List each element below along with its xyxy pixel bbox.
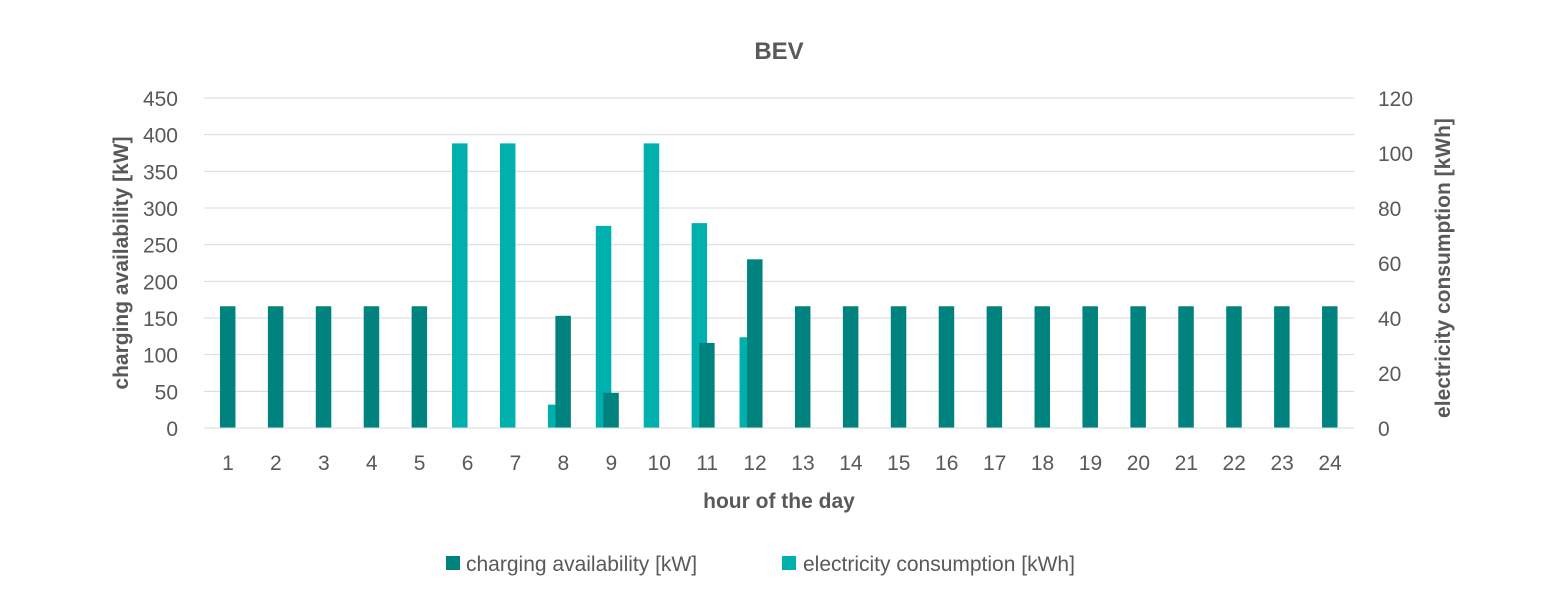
right-axis-ticks: 0 20 40 60 80 100 120 [1378,88,1413,441]
right-tick-label: 60 [1378,253,1401,276]
bar-charging-availability [555,315,571,428]
left-tick-label: 300 [143,198,178,221]
left-tick-label: 350 [143,161,178,184]
legend-label-charging-availability: charging availability [kW] [466,553,697,576]
bar-electricity-consumption [595,225,612,428]
x-tick-label: 15 [887,452,910,475]
legend-label-electricity-consumption: electricity consumption [kWh] [803,553,1075,576]
bar-charging-availability [1226,306,1242,428]
x-tick-label: 14 [839,452,863,475]
bar-charging-availability [1178,306,1194,428]
legend: charging availability [kW] electricity c… [446,553,1075,576]
x-tick-label: 10 [648,452,671,475]
left-axis-ticks: 0 50 100 150 200 250 300 350 400 450 [143,88,178,441]
bar-electricity-consumption [452,143,468,428]
right-tick-label: 80 [1378,198,1401,221]
right-tick-label: 100 [1378,143,1413,166]
bar-charging-availability [794,306,811,428]
right-tick-label: 20 [1378,363,1401,386]
left-axis-label: charging availability [kW] [110,136,133,389]
bar-charging-availability [986,306,1003,428]
bar-charging-availability [363,306,380,428]
left-tick-label: 250 [143,235,178,258]
x-tick-label: 11 [696,452,718,475]
x-tick-label: 22 [1223,452,1246,475]
bar-charging-availability [315,306,332,428]
x-tick-label: 5 [414,452,426,475]
x-tick-label: 2 [270,452,282,475]
right-axis-label: electricity consumption [kWh] [1432,118,1455,418]
bar-electricity-consumption [499,143,516,428]
bar-charging-availability [603,392,619,428]
left-tick-label: 0 [166,418,178,441]
bars [204,143,1354,429]
bar-charging-availability [890,306,907,428]
x-tick-label: 21 [1175,452,1198,475]
left-tick-label: 50 [155,381,178,404]
chart-title: BEV [754,38,803,65]
x-tick-label: 13 [791,452,814,475]
x-tick-label: 20 [1127,452,1150,475]
bar-charging-availability [699,342,715,428]
x-tick-label: 12 [743,452,766,475]
x-tick-label: 24 [1318,452,1342,475]
legend-swatch-charging-availability [446,556,460,570]
left-tick-label: 150 [143,308,178,331]
bar-charging-availability [938,306,955,428]
x-tick-label: 19 [1079,452,1102,475]
x-tick-label: 9 [605,452,617,475]
left-tick-label: 100 [143,345,178,368]
bar-charging-availability [219,306,236,428]
bar-charging-availability [411,306,428,428]
legend-swatch-electricity-consumption [782,556,796,570]
bar-charging-availability [1034,306,1051,428]
right-tick-label: 40 [1378,308,1401,331]
bar-charging-availability [267,306,284,428]
bar-charging-availability [1322,306,1338,428]
grid-lines [204,97,1354,429]
x-tick-label: 17 [983,452,1006,475]
bar-charging-availability [1130,306,1146,428]
x-tick-label: 3 [318,452,330,475]
x-tick-label: 6 [462,452,474,475]
left-tick-label: 400 [143,125,178,148]
x-axis-label: hour of the day [703,490,855,513]
x-tick-label: 4 [366,452,378,475]
x-tick-label: 18 [1031,452,1054,475]
bar-charging-availability [1274,306,1290,428]
x-tick-label: 23 [1270,452,1293,475]
x-axis-ticks: 1 2 3 4 5 6 7 8 9 10 11 12 13 14 15 16 17 18 19 20 21 22 23 24 [222,452,1342,475]
x-tick-label: 8 [558,452,570,475]
x-tick-label: 1 [222,452,234,475]
x-tick-label: 7 [510,452,522,475]
bar-electricity-consumption [643,143,660,428]
left-tick-label: 450 [143,88,178,111]
right-tick-label: 0 [1378,418,1390,441]
bar-charging-availability [1082,306,1098,428]
x-tick-label: 16 [935,452,958,475]
bar-charging-availability [747,259,763,428]
left-tick-label: 200 [143,271,178,294]
bar-charging-availability [842,306,859,428]
right-tick-label: 120 [1378,88,1413,111]
